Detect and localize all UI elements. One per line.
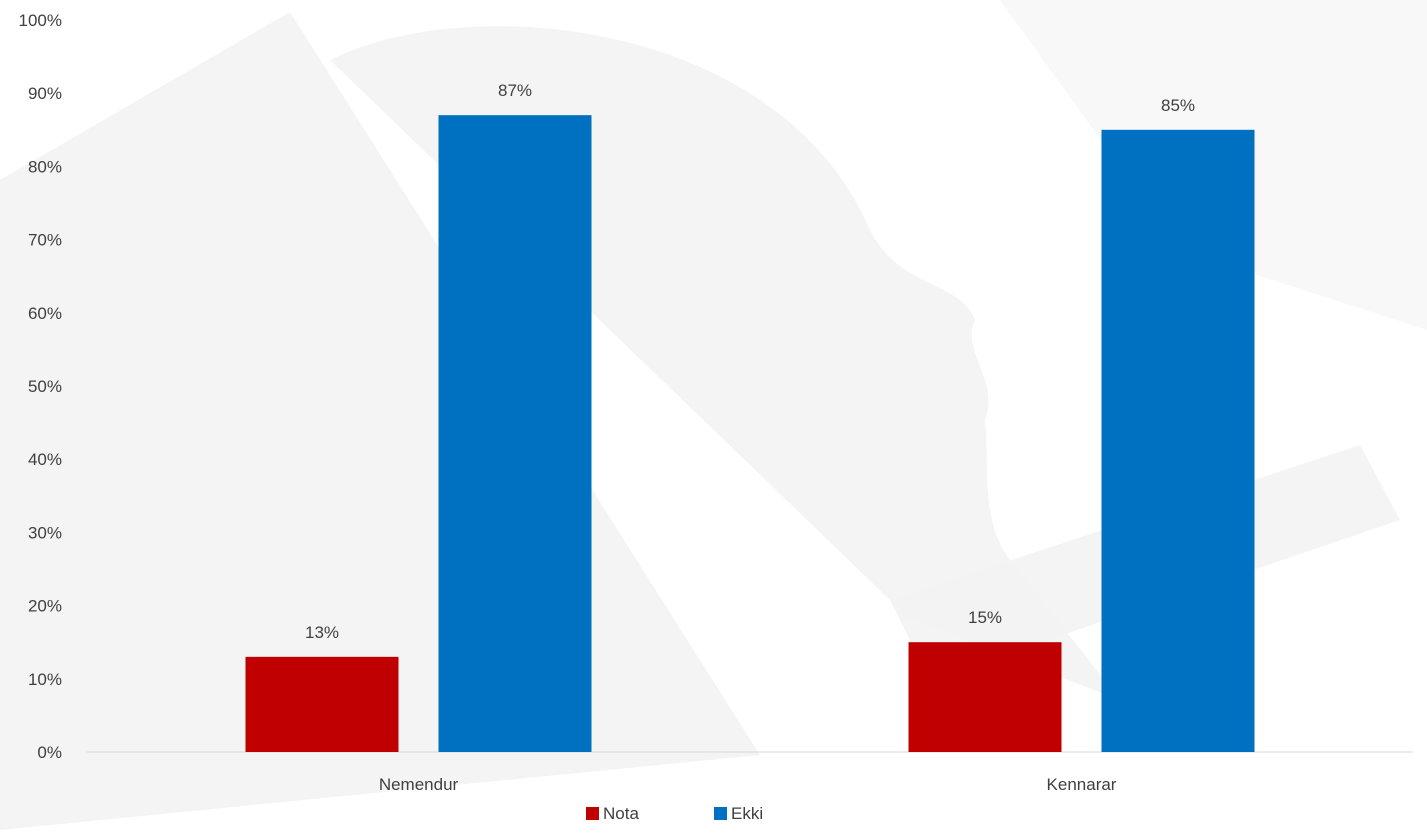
bars [245, 115, 1255, 753]
y-tick-label: 20% [28, 597, 62, 616]
y-tick-label: 30% [28, 523, 62, 542]
bar-nota-nemendur [245, 656, 399, 752]
y-axis: 0% 10% 20% 30% 40% 50% 60% 70% 80% 90% 100% [19, 11, 62, 762]
y-tick-label: 70% [28, 231, 62, 250]
y-tick-label: 100% [19, 11, 62, 30]
legend-swatch-ekki [714, 807, 727, 820]
x-axis: Nemendur Kennarar [379, 775, 1117, 794]
data-label: 13% [305, 623, 339, 642]
legend-label-ekki: Ekki [731, 804, 763, 823]
data-label: 85% [1161, 96, 1195, 115]
legend-swatch-nota [586, 807, 599, 820]
data-label: 87% [498, 81, 532, 100]
y-tick-label: 60% [28, 304, 62, 323]
y-tick-label: 40% [28, 450, 62, 469]
x-category-label: Nemendur [379, 775, 459, 794]
bar-ekki-kennarar [1101, 129, 1255, 753]
legend-label-nota: Nota [603, 804, 639, 823]
data-label: 15% [968, 608, 1002, 627]
y-tick-label: 90% [28, 84, 62, 103]
bar-nota-kennarar [908, 642, 1062, 752]
data-labels: 13% 87% 15% 85% [305, 81, 1195, 642]
y-tick-label: 0% [37, 743, 62, 762]
y-tick-label: 50% [28, 377, 62, 396]
y-tick-label: 80% [28, 157, 62, 176]
legend: Nota Ekki [586, 804, 763, 823]
x-category-label: Kennarar [1047, 775, 1117, 794]
bar-ekki-nemendur [438, 115, 592, 752]
y-tick-label: 10% [28, 670, 62, 689]
